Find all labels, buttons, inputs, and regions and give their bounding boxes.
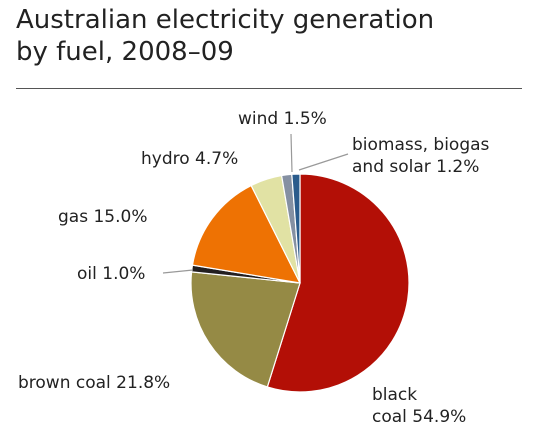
pie-slice-6 xyxy=(291,173,301,284)
leader-line-6 xyxy=(298,153,349,171)
title-divider xyxy=(16,88,522,89)
slice-label-3: gas 15.0% xyxy=(58,207,147,227)
slice-label-0: black coal 54.9% xyxy=(372,385,466,427)
slice-label-6-line-0: biomass, biogas xyxy=(352,135,490,155)
slice-label-5: wind 1.5% xyxy=(238,109,327,129)
slice-label-4-line-0: hydro 4.7% xyxy=(141,149,238,169)
pie-slice-0 xyxy=(266,173,410,393)
leader-line-5 xyxy=(290,133,293,173)
slice-label-2: oil 1.0% xyxy=(77,264,145,284)
pie-slices xyxy=(190,173,410,393)
slice-label-1-line-0: brown coal 21.8% xyxy=(18,373,170,393)
slice-label-1: brown coal 21.8% xyxy=(18,373,170,393)
slice-label-5-line-0: wind 1.5% xyxy=(238,109,327,129)
slice-label-0-line-0: black xyxy=(372,385,417,405)
chart-title: Australian electricity generation by fue… xyxy=(16,4,434,68)
pie-slice-1 xyxy=(190,271,301,388)
slice-label-6: biomass, biogas and solar 1.2% xyxy=(352,135,490,177)
pie-labels: black coal 54.9% brown coal 21.8% oil 1.0% g… xyxy=(18,109,490,427)
slice-label-3-line-0: gas 15.0% xyxy=(58,207,147,227)
slice-label-6-line-1: and solar 1.2% xyxy=(352,157,479,177)
slice-label-2-line-0: oil 1.0% xyxy=(77,264,145,284)
pie-slice-3 xyxy=(191,184,301,284)
slice-label-0-line-1: coal 54.9% xyxy=(372,407,466,427)
leader-line-2 xyxy=(162,269,194,274)
pie-leader-lines xyxy=(162,133,349,274)
chart-title-line-1: Australian electricity generation xyxy=(16,5,435,35)
chart-title-line-2: by fuel, 2008–09 xyxy=(16,37,234,67)
slice-label-4: hydro 4.7% xyxy=(141,149,238,169)
